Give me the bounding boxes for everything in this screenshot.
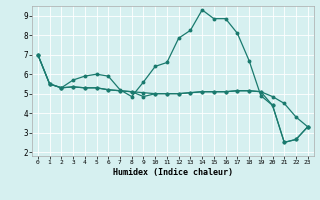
X-axis label: Humidex (Indice chaleur): Humidex (Indice chaleur) bbox=[113, 168, 233, 177]
